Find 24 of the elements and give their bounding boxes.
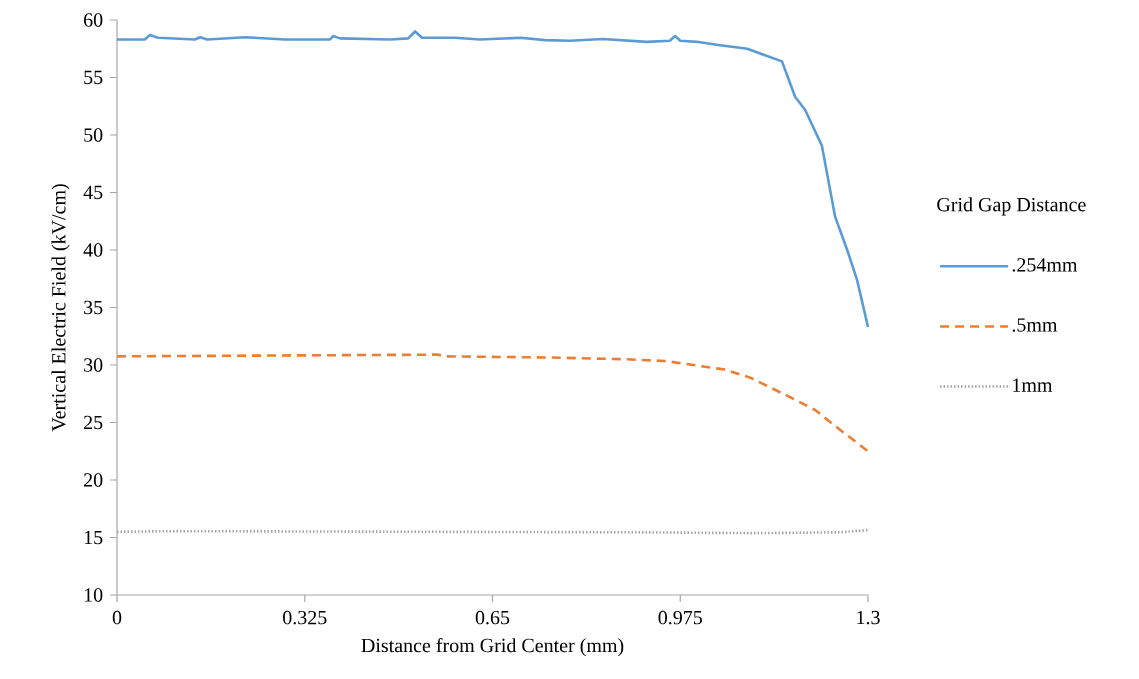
y-tick-label: 45 <box>83 185 103 200</box>
x-tick-label: 0.65 <box>475 610 510 625</box>
y-tick-label: 50 <box>84 128 103 142</box>
y-tick-label: 60 <box>84 13 103 27</box>
y-tick-label: 20 <box>84 473 103 487</box>
x-tick-label: 0.325 <box>283 610 327 625</box>
x-axis-title: Distance from Grid Center (mm) <box>361 637 624 657</box>
legend-title: Grid Gap Distance <box>937 197 1086 216</box>
legend-label: .254mm <box>1012 258 1078 272</box>
x-tick-label: 0.975 <box>658 610 702 625</box>
x-tick-label: 1.3 <box>857 610 880 625</box>
y-tick-label: 35 <box>84 300 103 315</box>
y-tick-label: 40 <box>83 243 103 257</box>
y-tick-label: 25 <box>84 415 103 430</box>
y-tick-label: 30 <box>84 358 103 372</box>
y-tick-label: 55 <box>84 70 103 85</box>
y-axis-title: Vertical Electric Field (kV/cm) <box>51 184 70 432</box>
legend-label: .5mm <box>1012 318 1058 332</box>
line-series <box>115 30 870 329</box>
x-tick-label: 0 <box>112 610 122 625</box>
legend-label: 1mm <box>1013 378 1053 392</box>
y-tick-label: 15 <box>84 530 103 545</box>
line-series <box>115 353 870 453</box>
y-tick-label: 10 <box>84 588 103 602</box>
